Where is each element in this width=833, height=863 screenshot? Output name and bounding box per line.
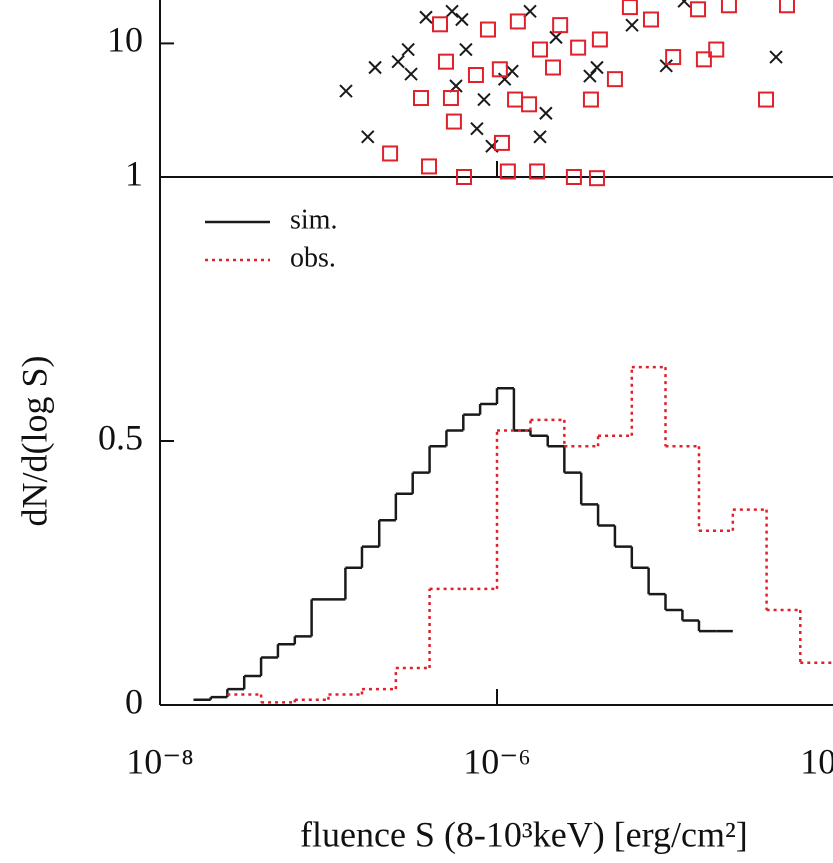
cross-marker [361, 130, 375, 144]
cross-marker [449, 79, 463, 93]
cross-marker [625, 18, 639, 32]
square-marker [445, 113, 462, 130]
square-marker [545, 59, 562, 76]
square-marker [642, 11, 659, 28]
cross-marker [533, 130, 547, 144]
square-marker [382, 145, 399, 162]
cross-marker [549, 30, 563, 45]
x-tick-label: 10⁻⁶ [463, 741, 531, 781]
square-marker [565, 169, 582, 185]
square-marker [529, 163, 546, 180]
cross-marker [477, 92, 491, 107]
cross-marker [677, 0, 691, 8]
square-marker [695, 51, 712, 68]
square-marker [442, 90, 459, 107]
square-marker [582, 91, 599, 108]
cross-marker [445, 4, 459, 18]
cross-marker [459, 42, 473, 57]
square-marker [491, 61, 508, 78]
cross-marker [470, 121, 484, 136]
square-marker [532, 41, 549, 58]
square-marker [509, 13, 526, 30]
cross-marker [368, 60, 382, 75]
square-marker [588, 170, 605, 187]
cross-marker [339, 84, 353, 98]
square-marker [720, 0, 737, 14]
square-marker [552, 17, 569, 34]
x-tick-label: 10⁻⁸ [126, 741, 194, 781]
cross-marker [455, 12, 469, 27]
y-tick-label: 1 [125, 153, 143, 193]
cross-marker [419, 10, 433, 24]
x-axis-label: fluence S (8-10³keV) [erg/cm²] [300, 814, 748, 854]
y-tick-label: 0 [125, 681, 143, 721]
square-marker [665, 49, 682, 66]
square-marker [708, 41, 725, 58]
square-marker [521, 96, 538, 113]
square-marker [479, 21, 496, 38]
square-marker [507, 91, 524, 108]
cross-marker [505, 64, 519, 78]
cross-marker [590, 60, 604, 75]
square-marker [499, 163, 516, 180]
square-marker [421, 158, 438, 175]
square-marker [591, 31, 608, 48]
cross-marker [401, 42, 415, 57]
square-marker [758, 91, 775, 108]
square-marker [467, 67, 484, 84]
x-tick-label: 10⁻⁴ [800, 741, 833, 781]
square-marker [437, 53, 454, 70]
legend-label: obs. [290, 242, 336, 273]
square-marker [432, 16, 449, 33]
cross-marker [659, 59, 673, 73]
cross-marker [391, 54, 405, 69]
square-marker [606, 71, 623, 88]
square-marker [690, 1, 707, 18]
cross-marker [769, 50, 783, 64]
y-axis-label: dN/d(log S) [14, 356, 54, 527]
square-marker [570, 39, 587, 56]
square-marker [621, 0, 638, 16]
cross-marker [404, 67, 418, 81]
square-marker [778, 0, 795, 14]
square-marker [455, 169, 472, 185]
cross-marker [523, 4, 537, 18]
cross-marker [539, 106, 553, 120]
y-tick-label: 0.5 [98, 417, 143, 457]
square-marker [493, 134, 510, 151]
cross-marker [583, 69, 597, 83]
y-tick-label: 10 [107, 20, 143, 60]
legend-label: sim. [290, 204, 337, 235]
square-marker [413, 90, 430, 107]
